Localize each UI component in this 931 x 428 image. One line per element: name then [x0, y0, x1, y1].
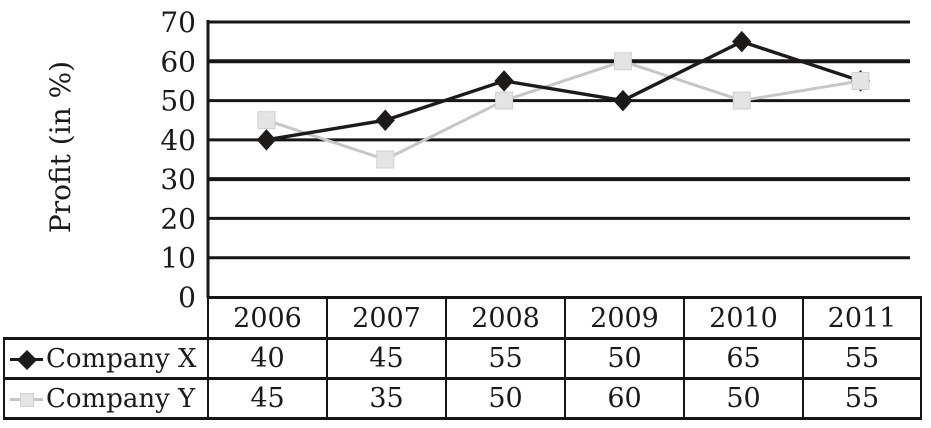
y-tick-label: 30 — [160, 163, 196, 196]
series-row-company-y: Company Y 45 35 50 60 50 55 — [3, 377, 922, 420]
value-cell: 65 — [683, 337, 804, 380]
table-corner-empty — [4, 298, 208, 339]
value-cell: 35 — [326, 377, 447, 420]
marker-diamond — [613, 89, 633, 112]
value-cell: 55 — [445, 337, 566, 380]
y-tick-label: 60 — [160, 45, 196, 78]
year-header-row: 2006 2007 2008 2009 2010 2011 — [4, 296, 922, 340]
value-cell: 50 — [683, 377, 804, 420]
year-cell: 2006 — [207, 296, 328, 340]
year-cell: 2009 — [564, 296, 685, 340]
y-tick-label: 10 — [160, 242, 196, 275]
series-name-label: Company X — [46, 343, 197, 374]
y-tick-label: 70 — [160, 6, 196, 39]
year-cell: 2010 — [683, 296, 804, 340]
value-cell: 55 — [802, 337, 922, 380]
marker-square — [376, 150, 395, 169]
y-tick-label: 20 — [160, 202, 196, 235]
marker-diamond — [375, 109, 395, 131]
marker-square — [732, 91, 751, 110]
value-cell: 55 — [802, 377, 922, 420]
series-row-company-x: Company X 40 45 55 50 65 55 — [3, 337, 922, 380]
marker-square — [495, 91, 514, 110]
y-tick-label: 0 — [178, 281, 196, 314]
year-cell: 2008 — [445, 296, 566, 340]
y-tick-label: 50 — [160, 85, 196, 118]
diamond-marker-icon — [10, 349, 43, 370]
series-line-company-x — [264, 39, 863, 142]
series-line-company-y — [264, 59, 863, 161]
y-tick-label: 40 — [160, 124, 196, 157]
value-cell: 60 — [564, 377, 685, 420]
value-cell: 45 — [326, 337, 447, 380]
data-table: 2006 2007 2008 2009 2010 2011 Company X 40 45 55 5… — [3, 296, 922, 420]
marker-diamond — [732, 30, 752, 53]
marker-square — [257, 111, 276, 130]
year-cell: 2007 — [326, 296, 447, 340]
marker-square — [613, 52, 632, 71]
legend-cell: Company X — [3, 337, 209, 380]
marker-square — [851, 71, 870, 90]
value-cell: 45 — [207, 377, 328, 420]
square-marker-icon — [10, 389, 43, 409]
series-name-label: Company Y — [46, 383, 196, 414]
year-cell: 2011 — [802, 296, 922, 340]
value-cell: 40 — [207, 337, 328, 380]
legend-cell: Company Y — [3, 377, 209, 420]
marker-diamond — [256, 129, 277, 151]
value-cell: 50 — [445, 377, 566, 420]
marker-diamond — [494, 70, 514, 92]
value-cell: 50 — [564, 337, 685, 380]
